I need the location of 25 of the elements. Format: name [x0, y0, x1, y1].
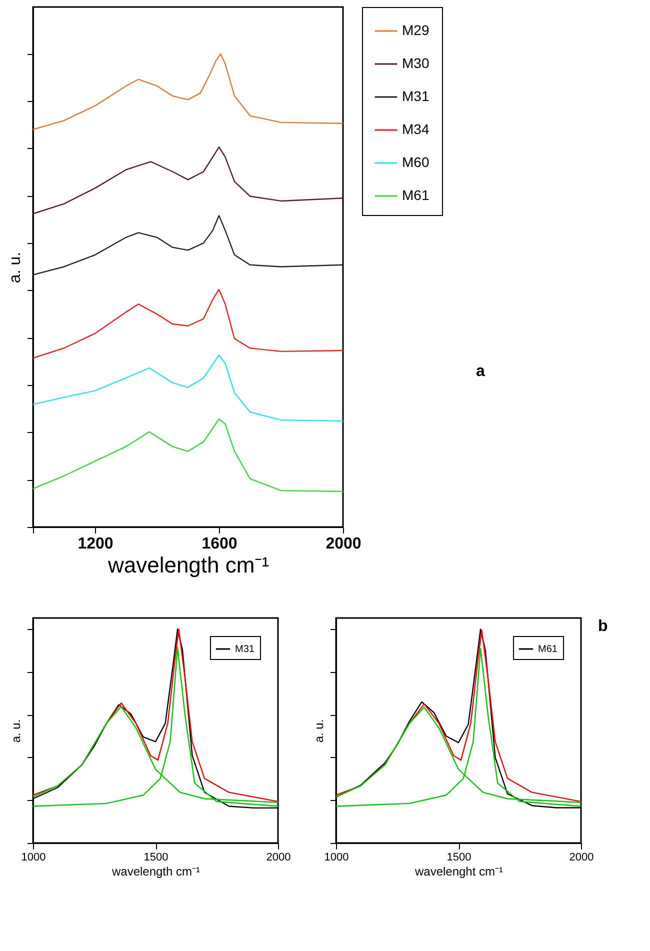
legend-label: M29 — [402, 22, 430, 38]
x-tick-label: 1600 — [202, 536, 238, 552]
x-tick-label: 1000 — [324, 852, 349, 864]
x-axis-title: wavelenght cm⁻¹ — [414, 864, 504, 878]
legend-label: M31 — [402, 88, 430, 104]
x-tick-label: 2000 — [266, 852, 291, 864]
y-axis-title: a. u. — [7, 252, 24, 284]
x-tick-label: 1000 — [21, 852, 46, 864]
legend-label: M34 — [402, 121, 430, 137]
legend-label: M61 — [538, 644, 558, 655]
y-axis-title: a. u. — [312, 719, 326, 743]
x-axis-title: wavelength cm⁻¹ — [106, 552, 270, 578]
x-tick-label: 1500 — [144, 852, 168, 864]
legend-label: M31 — [235, 644, 255, 655]
legend-label: M61 — [402, 187, 430, 203]
x-axis-title: wavelength cm⁻¹ — [110, 864, 200, 878]
text: a — [476, 363, 485, 380]
x-tick-label: 1200 — [78, 536, 114, 552]
x-tick-label: 2000 — [569, 852, 594, 864]
x-tick-label: 1500 — [446, 852, 472, 864]
legend-label: M60 — [402, 154, 430, 170]
legend-label: M30 — [402, 55, 430, 71]
y-axis-title: a. u. — [9, 719, 23, 743]
x-tick-label: 2000 — [326, 536, 362, 552]
text: b — [598, 618, 608, 635]
